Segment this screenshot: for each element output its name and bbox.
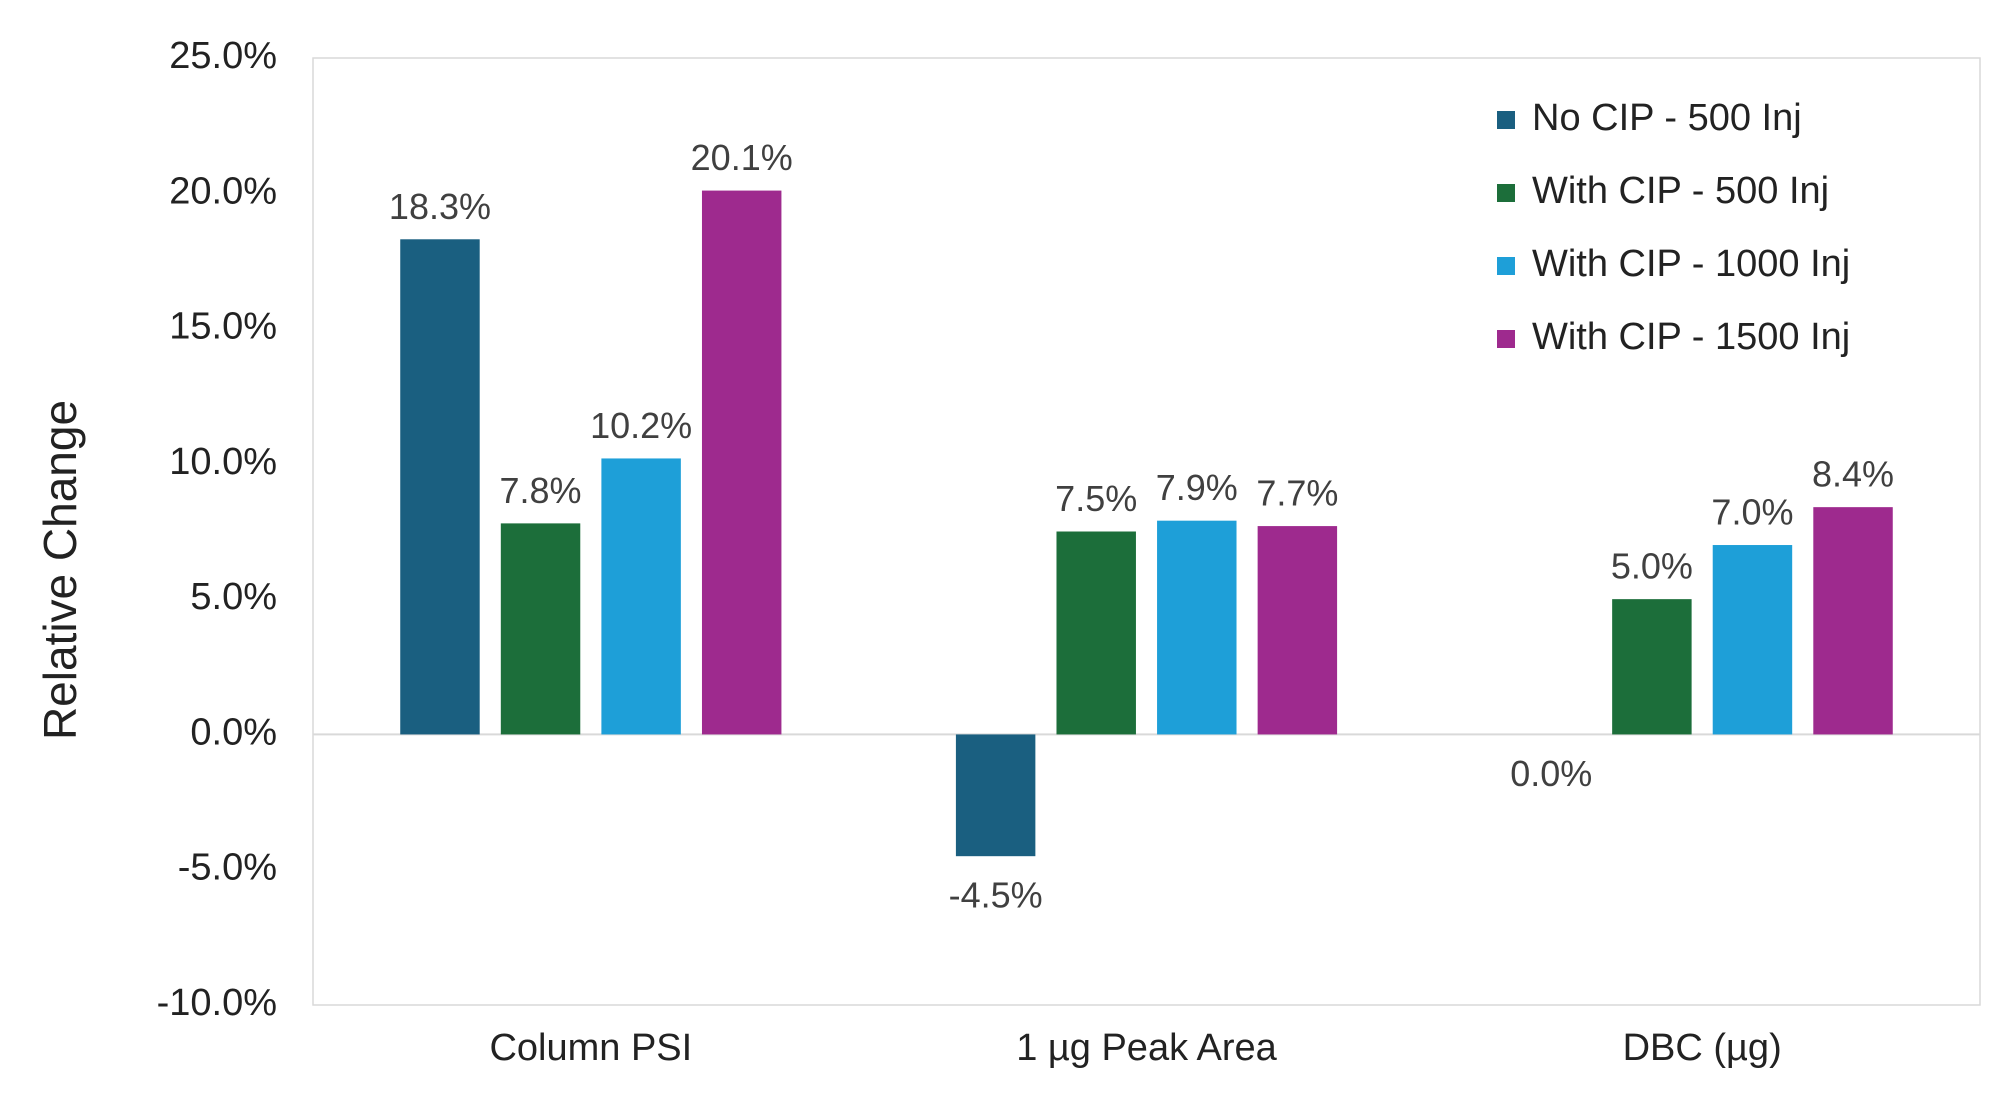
bar (701, 190, 782, 735)
bar (955, 734, 1036, 857)
data-label: 7.7% (1256, 473, 1338, 514)
bar (1056, 531, 1136, 735)
y-tick-label: 5.0% (190, 576, 277, 618)
data-label: 7.8% (500, 470, 582, 511)
bar (1257, 526, 1338, 735)
bar (1157, 520, 1237, 735)
x-tick-label: DBC (µg) (1623, 1027, 1782, 1069)
bar (1612, 599, 1692, 735)
data-label: 7.5% (1055, 478, 1137, 519)
y-tick-label: 10.0% (169, 441, 277, 483)
y-tick-label: 25.0% (169, 35, 277, 77)
x-tick-label: 1 µg Peak Area (1016, 1027, 1277, 1069)
legend-label: With CIP - 500 Inj (1532, 170, 1829, 212)
plot-frame (312, 57, 1981, 1006)
data-label: 5.0% (1611, 546, 1693, 587)
data-label: 7.9% (1156, 467, 1238, 508)
data-label: 8.4% (1812, 454, 1894, 495)
data-label: 18.3% (389, 186, 491, 227)
y-tick-label: 0.0% (190, 711, 277, 753)
legend-swatch (1497, 111, 1515, 129)
x-tick-label: Column PSI (489, 1027, 692, 1069)
legend-label: With CIP - 1000 Inj (1532, 243, 1850, 285)
data-label: 20.1% (691, 137, 793, 178)
legend-label: With CIP - 1500 Inj (1532, 316, 1850, 358)
data-label: 0.0% (1510, 753, 1592, 794)
y-tick-label: -5.0% (178, 847, 277, 889)
y-tick-label: -10.0% (157, 982, 277, 1024)
legend-swatch (1497, 330, 1515, 348)
legend-swatch (1497, 257, 1515, 275)
data-label: 10.2% (590, 405, 692, 446)
y-tick-label: 20.0% (169, 170, 277, 212)
data-label: -4.5% (949, 875, 1043, 916)
legend-label: No CIP - 500 Inj (1532, 97, 1802, 139)
legend-swatch (1497, 184, 1515, 202)
bar (400, 239, 480, 735)
bar (1712, 545, 1793, 735)
y-tick-label: 15.0% (169, 306, 277, 348)
bar (1813, 507, 1893, 735)
y-axis-title: Relative Change (34, 400, 86, 740)
bar (500, 523, 581, 735)
bar (601, 458, 681, 735)
data-label: 7.0% (1711, 492, 1793, 533)
